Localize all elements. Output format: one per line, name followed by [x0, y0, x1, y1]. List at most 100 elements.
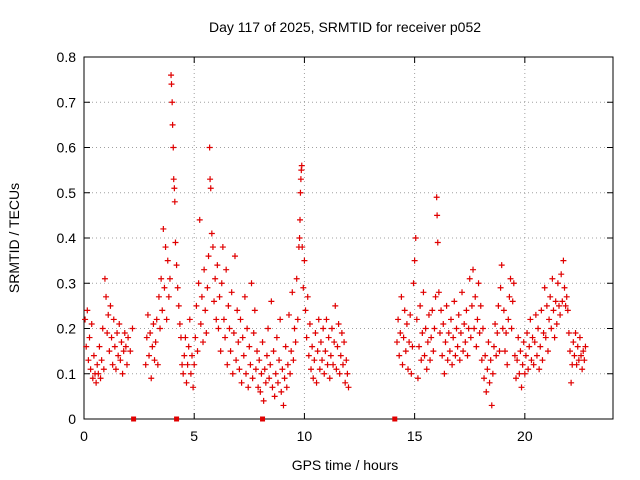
data-point — [293, 275, 300, 282]
data-point — [342, 379, 349, 386]
data-point — [108, 334, 115, 341]
data-point — [327, 352, 334, 359]
data-point — [263, 352, 270, 359]
data-point — [548, 325, 555, 332]
data-point — [401, 307, 408, 314]
data-point — [306, 320, 313, 327]
data-point — [554, 280, 561, 287]
data-point — [296, 235, 303, 241]
data-point — [337, 352, 344, 359]
data-gap-marker — [174, 416, 180, 422]
data-point — [559, 298, 566, 305]
data-point — [223, 266, 230, 273]
data-point — [94, 361, 101, 368]
data-point — [492, 320, 499, 327]
data-point — [516, 370, 523, 377]
data-point — [504, 361, 511, 368]
data-point — [171, 198, 178, 205]
data-point — [266, 375, 273, 382]
x-tick-label: 5 — [190, 428, 198, 444]
data-point — [238, 379, 245, 386]
data-point — [290, 357, 297, 364]
data-point — [506, 293, 513, 300]
data-point — [101, 275, 108, 282]
data-point — [231, 253, 238, 260]
data-point — [341, 339, 348, 346]
data-point — [261, 366, 268, 373]
data-point — [488, 402, 495, 409]
data-point — [513, 375, 520, 382]
data-point — [343, 357, 350, 364]
data-point — [413, 316, 420, 323]
data-gap-marker — [392, 416, 398, 422]
x-tick-label: 15 — [407, 428, 423, 444]
data-point — [416, 343, 423, 350]
data-point — [166, 275, 173, 282]
data-point — [541, 284, 548, 291]
data-point — [572, 330, 579, 337]
data-point — [443, 302, 450, 309]
data-point — [90, 352, 97, 359]
data-point — [249, 375, 256, 382]
data-point — [542, 334, 549, 341]
data-points — [82, 72, 589, 422]
data-point — [445, 330, 452, 337]
data-point — [495, 302, 502, 309]
data-point — [446, 348, 453, 355]
data-point — [300, 284, 307, 291]
data-point — [278, 388, 285, 395]
data-point — [434, 212, 441, 219]
data-point — [396, 352, 403, 359]
data-point — [479, 325, 486, 332]
data-point — [193, 302, 200, 309]
data-point — [254, 348, 261, 355]
data-point — [173, 262, 180, 269]
data-point — [112, 366, 119, 373]
data-point — [501, 348, 508, 355]
data-point — [212, 275, 219, 282]
data-point — [496, 348, 503, 355]
data-point — [218, 280, 225, 287]
data-point — [119, 370, 126, 377]
data-point — [163, 316, 170, 323]
data-point — [144, 311, 151, 318]
data-point — [333, 366, 340, 373]
y-tick-label: 0.2 — [57, 321, 77, 337]
data-point — [125, 334, 132, 341]
data-point — [105, 311, 112, 318]
data-point — [579, 366, 586, 373]
data-point — [500, 307, 507, 314]
y-tick-label: 0.6 — [57, 140, 77, 156]
data-point — [301, 257, 308, 264]
data-point — [561, 284, 568, 291]
x-tick-label: 10 — [297, 428, 313, 444]
data-point — [505, 316, 512, 323]
data-point — [543, 302, 550, 309]
data-point — [214, 262, 221, 269]
data-point — [220, 316, 227, 323]
data-point — [309, 343, 316, 350]
data-point — [271, 393, 278, 400]
data-point — [336, 370, 343, 377]
data-point — [187, 370, 194, 377]
data-point — [84, 307, 91, 314]
data-point — [467, 334, 474, 341]
data-point — [185, 343, 192, 350]
data-point — [279, 366, 286, 373]
x-tick-label: 20 — [517, 428, 533, 444]
data-point — [251, 307, 258, 314]
data-point — [456, 357, 463, 364]
data-point — [181, 352, 188, 359]
data-point — [471, 325, 478, 332]
data-point — [319, 357, 326, 364]
data-point — [508, 325, 515, 332]
data-point — [83, 343, 90, 350]
data-point — [86, 334, 93, 341]
data-point — [332, 302, 339, 309]
data-point — [245, 384, 252, 391]
data-point — [182, 334, 189, 341]
data-point — [344, 370, 351, 377]
data-point — [99, 325, 106, 332]
data-point — [97, 375, 104, 382]
data-point — [511, 352, 518, 359]
